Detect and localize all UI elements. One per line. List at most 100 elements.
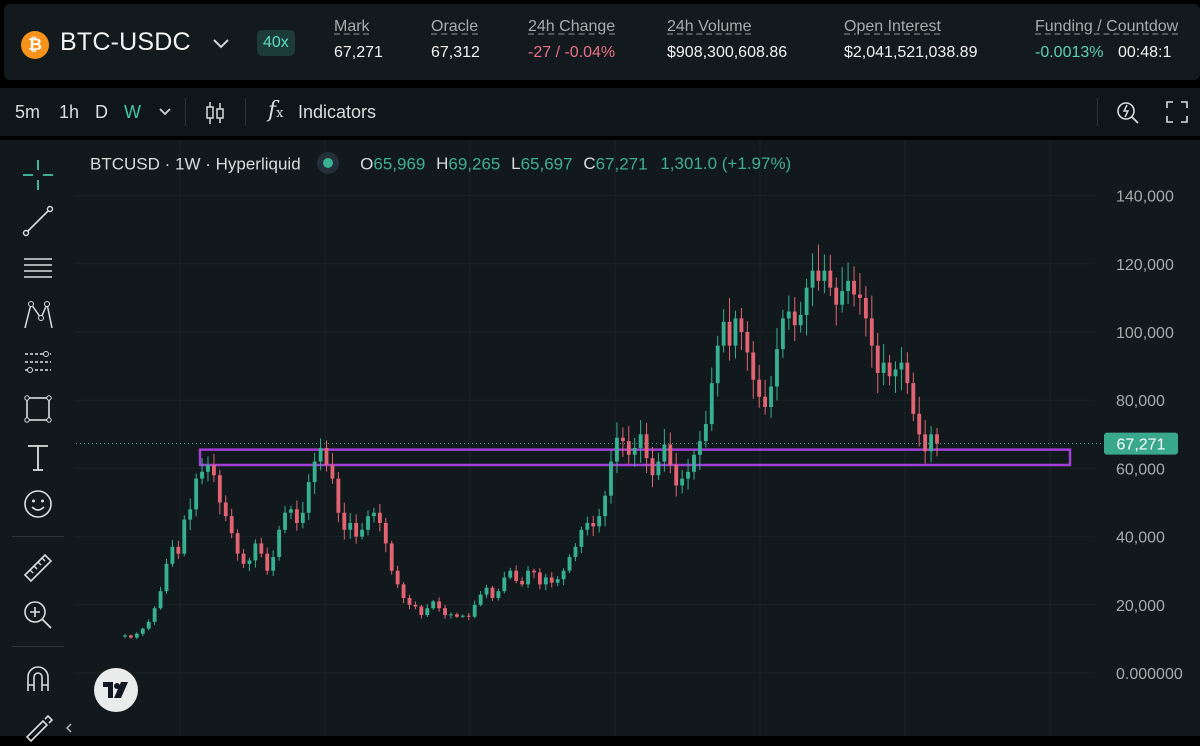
close-value: 67,271 bbox=[595, 154, 648, 174]
candle-body bbox=[905, 362, 910, 384]
change-value: 1,301.0 (+1.97%) bbox=[660, 154, 792, 174]
candle-body bbox=[828, 270, 833, 288]
candle-body bbox=[662, 444, 667, 462]
candle-body bbox=[217, 475, 222, 503]
drawing-toolbar bbox=[0, 140, 76, 743]
candle-body bbox=[786, 311, 791, 319]
candle-body bbox=[383, 522, 388, 544]
candle-body bbox=[377, 512, 382, 523]
candle-body bbox=[206, 464, 210, 472]
magnet-icon[interactable] bbox=[18, 660, 58, 700]
high-label: H bbox=[436, 154, 449, 174]
candle-body bbox=[549, 577, 554, 583]
price-tick-label: 140,000 bbox=[1116, 189, 1174, 206]
crosshair-icon[interactable] bbox=[18, 155, 58, 195]
candles-icon[interactable] bbox=[204, 100, 226, 126]
candle-body bbox=[188, 509, 193, 520]
zoom-in-icon[interactable] bbox=[18, 595, 58, 635]
candle-body bbox=[484, 587, 489, 595]
interval-w[interactable]: W bbox=[124, 102, 141, 122]
candle-body bbox=[804, 287, 809, 315]
candle-body bbox=[620, 437, 625, 442]
candle-body bbox=[858, 294, 862, 298]
status-dot-icon[interactable] bbox=[317, 152, 340, 174]
candle-body bbox=[265, 553, 270, 571]
tradingview-logo[interactable] bbox=[94, 668, 138, 712]
candle-body bbox=[875, 345, 880, 373]
candle-body bbox=[478, 594, 483, 605]
candle-body bbox=[389, 543, 394, 571]
leverage-badge[interactable]: 40x bbox=[257, 30, 295, 56]
candle-body bbox=[460, 615, 465, 617]
candle-body bbox=[431, 601, 436, 609]
candle-body bbox=[170, 546, 175, 564]
collapse-toolbar-icon[interactable] bbox=[64, 722, 74, 734]
candle-body bbox=[129, 635, 133, 638]
interval-1h[interactable]: 1h bbox=[59, 102, 80, 122]
zoom-magic-icon[interactable] bbox=[1114, 98, 1142, 126]
candle-body bbox=[733, 318, 738, 346]
market-selector[interactable]: BTC-USDC bbox=[60, 28, 191, 56]
fib-lines-icon[interactable] bbox=[18, 248, 58, 288]
candle-body bbox=[146, 621, 151, 629]
candle-body bbox=[123, 635, 127, 637]
candle-body bbox=[816, 270, 821, 281]
stat-24h-volume: 24h Volume $908,300,608.86 bbox=[667, 18, 787, 62]
text-icon[interactable] bbox=[18, 437, 58, 477]
indicators-button[interactable]: Indicators bbox=[298, 102, 377, 122]
rectangle-icon[interactable] bbox=[18, 389, 58, 429]
candle-body bbox=[354, 522, 359, 537]
candle-body bbox=[413, 604, 418, 607]
candle-body bbox=[342, 512, 347, 530]
candle-body bbox=[158, 591, 163, 609]
candle-body bbox=[425, 608, 430, 616]
candle-body bbox=[881, 362, 886, 373]
candle-body bbox=[863, 297, 868, 319]
price-chart[interactable]: 140,000 120,000 100,000 80,000 60,000 40,000 2… bbox=[0, 140, 1200, 736]
chevron-down-icon[interactable] bbox=[157, 106, 173, 118]
candle-body bbox=[703, 424, 708, 442]
funding-countdown: 00:48:1 bbox=[1117, 44, 1172, 61]
candle-body bbox=[597, 516, 602, 527]
pattern-icon[interactable] bbox=[18, 295, 58, 335]
stat-value: 67,271 bbox=[334, 44, 383, 61]
market-header: ₿ BTC-USDC 40x Mark 67,271 Oracle 67,312… bbox=[4, 4, 1200, 80]
candle-body bbox=[502, 577, 507, 592]
candle-body bbox=[318, 447, 323, 462]
chart-area[interactable]: 140,000 120,000 100,000 80,000 60,000 40,000 2… bbox=[0, 140, 1200, 736]
candle-body bbox=[911, 383, 916, 414]
fullscreen-icon[interactable] bbox=[1165, 100, 1189, 124]
candle-body bbox=[277, 529, 282, 558]
prediction-icon[interactable] bbox=[18, 342, 58, 382]
ruler-icon[interactable] bbox=[18, 548, 58, 588]
trend-line-icon[interactable] bbox=[18, 201, 58, 241]
candle-body bbox=[697, 441, 702, 455]
chevron-down-icon[interactable] bbox=[210, 32, 232, 54]
candle-body bbox=[561, 570, 566, 580]
fx-x: x bbox=[276, 106, 284, 121]
interval-5m[interactable]: 5m bbox=[15, 102, 41, 122]
candle-body bbox=[490, 587, 495, 598]
candle-body bbox=[656, 461, 661, 476]
candle-body bbox=[259, 543, 264, 554]
interval-d[interactable]: D bbox=[95, 102, 108, 122]
candle-body bbox=[674, 464, 679, 486]
candle-body bbox=[739, 318, 744, 332]
candle-body bbox=[176, 546, 181, 554]
candle-body bbox=[692, 454, 696, 472]
candle-body bbox=[638, 434, 643, 448]
brush-lock-icon[interactable] bbox=[18, 706, 58, 746]
last-price-label: 67,271 bbox=[1117, 437, 1166, 454]
candle-body bbox=[348, 522, 353, 530]
indicators-icon[interactable]: fx bbox=[268, 98, 284, 123]
candle-body bbox=[532, 570, 536, 573]
candle-body bbox=[585, 522, 590, 530]
candle-body bbox=[336, 478, 341, 513]
candle-body bbox=[294, 509, 299, 523]
emoji-icon[interactable] bbox=[18, 484, 58, 524]
candle-body bbox=[680, 478, 685, 486]
candle-body bbox=[407, 597, 412, 605]
candle-body bbox=[164, 563, 169, 592]
stat-funding: Funding / Countdow -0.0013% 00:48:1 bbox=[1035, 18, 1200, 62]
candle-body bbox=[869, 318, 874, 346]
